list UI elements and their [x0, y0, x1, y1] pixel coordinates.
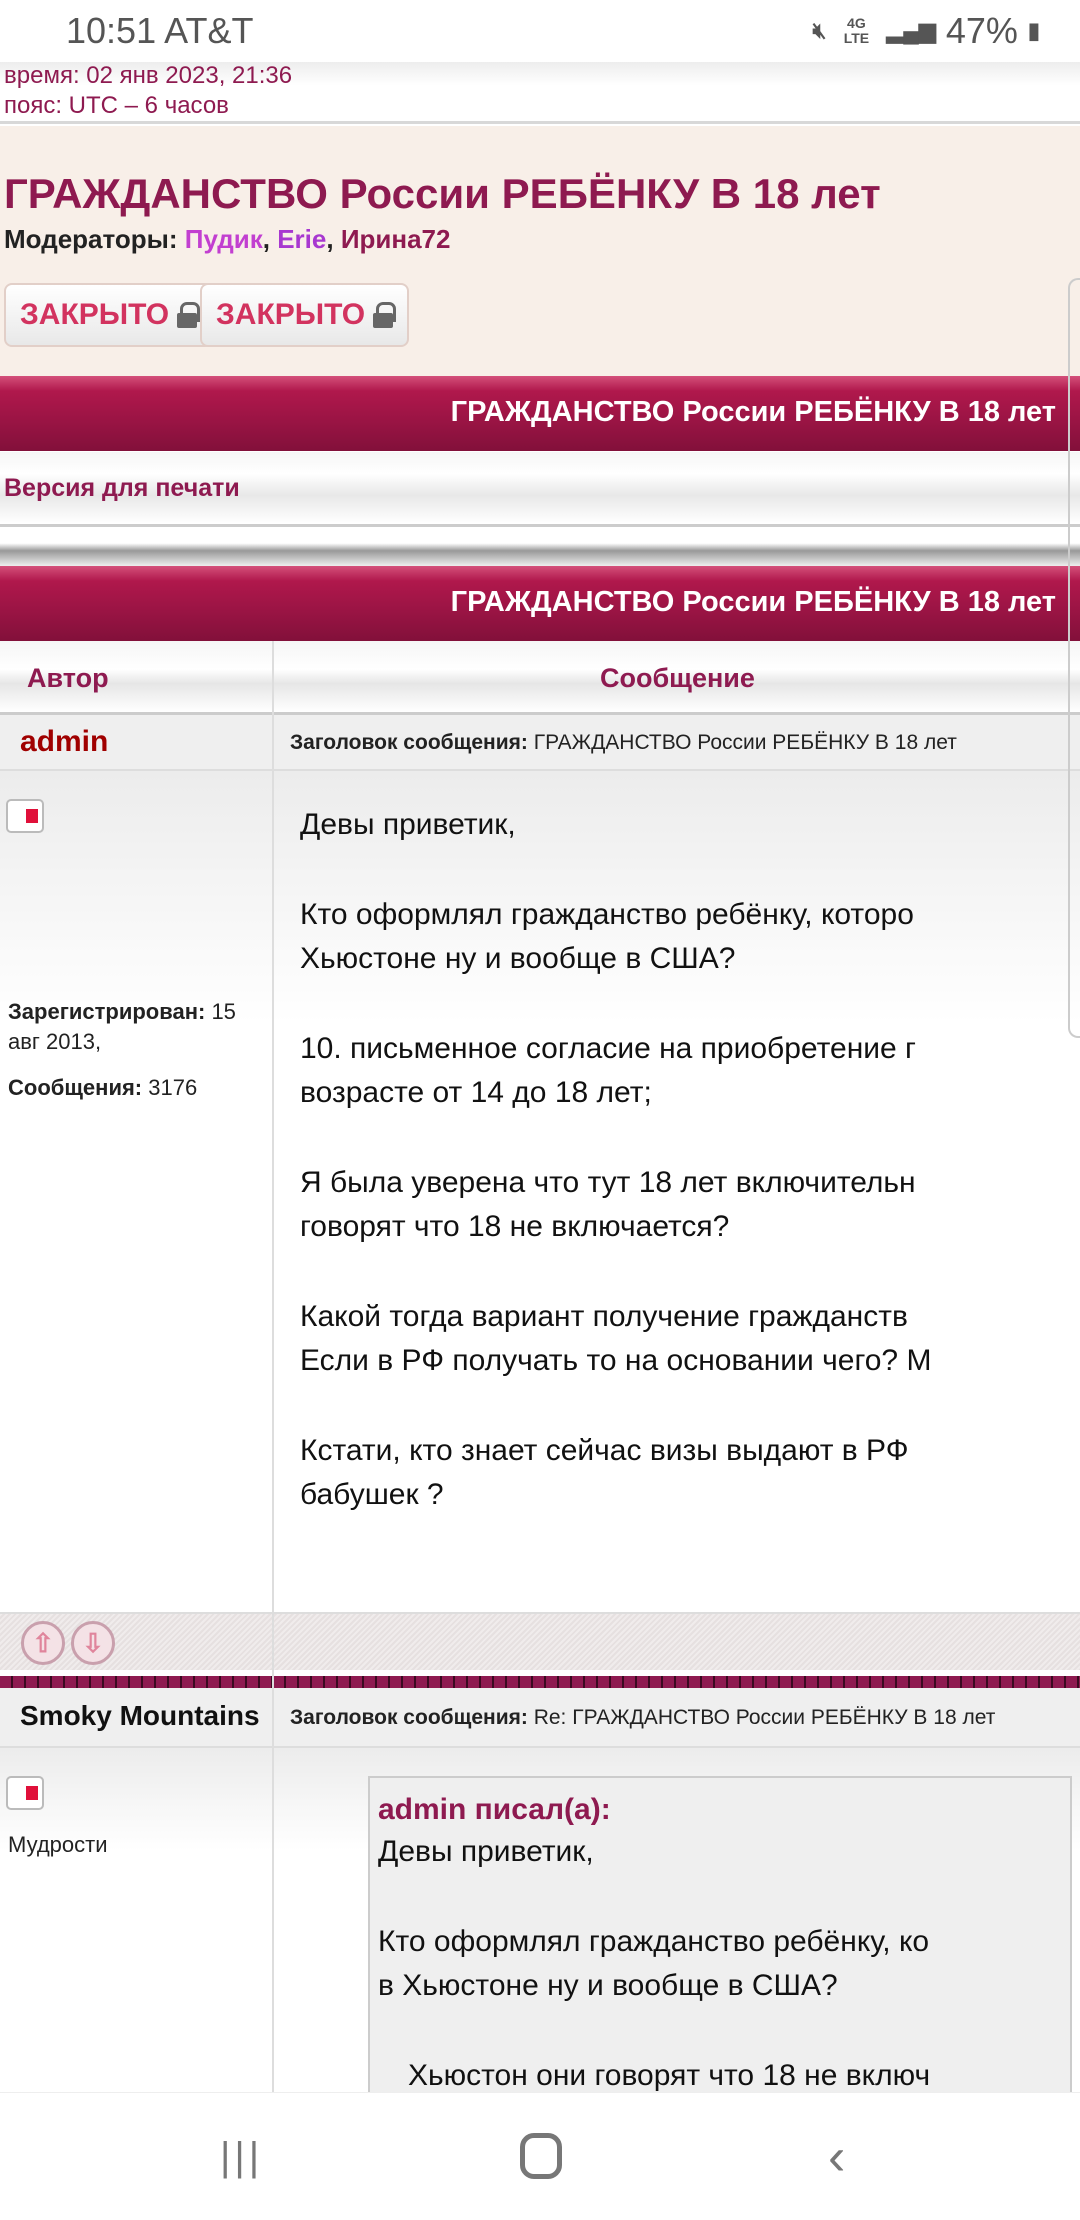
post-footer: ⇧ ⇩	[0, 1612, 1080, 1670]
message-line: Кстати, кто знает сейчас визы выдают в Р…	[300, 1434, 909, 1467]
reply-locked-button[interactable]: ЗАКРЫТО	[200, 283, 410, 347]
clock: 10:51	[66, 10, 157, 51]
battery-level: 47%	[945, 10, 1018, 51]
message-text: Девы приветик, Кто оформлял гражданство …	[300, 803, 1072, 1517]
timezone: пояс: UTC – 6 часов	[4, 92, 229, 119]
android-nav-bar: ||| ‹	[0, 2092, 1080, 2220]
message-line: бабушек ?	[300, 1478, 444, 1511]
registered-info: Зарегистрирован: 15 авг 2013,	[8, 997, 264, 1057]
message-line: Я была уверена что тут 18 лет включитель…	[300, 1166, 916, 1199]
table-header: Автор Сообщение	[0, 641, 1080, 715]
home-icon[interactable]	[520, 2133, 562, 2179]
post-subject: Заголовок сообщения: Re: ГРАЖДАНСТВО Рос…	[290, 1706, 1072, 1730]
subject-label: Заголовок сообщения:	[290, 1706, 528, 1729]
message-line: Хьюстоне ну и вообще в США?	[300, 942, 736, 975]
subject-text: ГРАЖДАНСТВО России РЕБЁНКУ В 18 лет	[533, 731, 957, 754]
subject-text: Re: ГРАЖДАНСТВО России РЕБЁНКУ В 18 лет	[533, 1706, 996, 1729]
author-column-header: Автор	[27, 663, 109, 693]
post-author[interactable]: admin	[20, 725, 109, 758]
column-divider	[272, 641, 274, 2092]
arrow-down-icon[interactable]: ⇩	[71, 1621, 115, 1665]
quote-line: Девы приветик,	[378, 1835, 594, 1868]
topic-locked-button[interactable]: ЗАКРЫТО	[4, 283, 214, 347]
post-separator	[0, 1676, 1080, 1688]
message-line: говорят что 18 не включается?	[300, 1210, 730, 1243]
moderator-link[interactable]: Erie	[277, 224, 327, 254]
mute-icon: 🔇︎	[812, 18, 827, 43]
message-line: 10. письменное согласие на приобретение …	[300, 1032, 916, 1065]
topic-header: ГРАЖДАНСТВО России РЕБЁНКУ В 18 лет Моде…	[0, 126, 1080, 376]
back-icon[interactable]: ‹	[828, 2128, 846, 2186]
topic-bar: ГРАЖДАНСТВО России РЕБЁНКУ В 18 лет	[0, 376, 1080, 451]
moderators-label: Модераторы:	[4, 224, 178, 254]
quote-author: admin писал(а):	[378, 1793, 611, 1826]
registered-date: 15 авг 2013,	[8, 999, 236, 1054]
message-line: возрасте от 14 до 18 лет;	[300, 1076, 652, 1109]
status-icons: 🔇︎ 4G LTE ▂▄▆ 47% ▮	[813, 10, 1040, 52]
posts-bar: ГРАЖДАНСТВО России РЕБЁНКУ В 18 лет	[0, 566, 1080, 641]
bar-title: ГРАЖДАНСТВО России РЕБЁНКУ В 18 лет	[450, 586, 1056, 618]
registered-label: Зарегистрирован:	[8, 999, 206, 1024]
divider	[0, 528, 1080, 566]
quote-block: admin писал(а): Девы приветик, Кто оформ…	[368, 1776, 1072, 2092]
post-subject: Заголовок сообщения: ГРАЖДАНСТВО России …	[290, 731, 1072, 755]
moderators: Модераторы: Пудик, Erie, Ирина72	[4, 224, 451, 254]
lte-icon: 4G LTE	[843, 15, 870, 46]
moderator-link[interactable]: Пудик	[184, 224, 263, 254]
lock-icon	[373, 302, 397, 328]
status-bar: 10:51 AT&T 🔇︎ 4G LTE ▂▄▆ 47% ▮	[0, 0, 1080, 62]
post-body: Зарегистрирован: 15 авг 2013, Сообщения:…	[0, 771, 1080, 1612]
battery-charging-icon: ▮	[1027, 18, 1040, 43]
carrier: AT&T	[164, 10, 254, 51]
post-header: admin Заголовок сообщения: ГРАЖДАНСТВО Р…	[0, 715, 1080, 771]
quote-line: Кто оформлял гражданство ребёнку, ко	[378, 1925, 930, 1958]
topic-title[interactable]: ГРАЖДАНСТВО России РЕБЁНКУ В 18 лет	[4, 170, 881, 217]
message-line: Девы приветик,	[300, 808, 516, 841]
print-version-link[interactable]: Версия для печати	[4, 474, 240, 502]
message-line: Кто оформлял гражданство ребёнку, которо	[300, 898, 914, 931]
recent-apps-icon[interactable]: |||	[220, 2135, 264, 2179]
user-rank: Мудрости	[8, 1832, 108, 1857]
button-label: ЗАКРЫТО	[216, 298, 366, 331]
post-header: Smoky Mountains Заголовок сообщения: Re:…	[0, 1688, 1080, 1748]
bar-title: ГРАЖДАНСТВО России РЕБЁНКУ В 18 лет	[450, 396, 1056, 428]
arrow-up-icon[interactable]: ⇧	[21, 1621, 65, 1665]
offline-status-icon	[6, 799, 44, 833]
message-line: Какой тогда вариант получение гражданств	[300, 1300, 908, 1333]
message-column-header: Сообщение	[600, 663, 755, 693]
current-time: время: 02 янв 2023, 21:36	[4, 62, 293, 89]
status-time: 10:51 AT&T	[66, 10, 253, 52]
quote-line: Хьюстон они говорят что 18 не включ	[408, 2059, 931, 2092]
moderator-link[interactable]: Ирина72	[340, 224, 451, 254]
side-panel-edge	[1068, 278, 1080, 1038]
post-author[interactable]: Smoky Mountains	[20, 1700, 260, 1731]
offline-status-icon	[6, 1776, 44, 1810]
lock-icon	[177, 302, 201, 328]
message-line: Если в РФ получать то на основании чего?…	[300, 1344, 932, 1377]
button-label: ЗАКРЫТО	[20, 298, 170, 331]
quote-line: в Хьюстоне ну и вообще в США?	[378, 1969, 838, 2002]
posts-label: Сообщения:	[8, 1075, 143, 1100]
subject-label: Заголовок сообщения:	[290, 731, 528, 754]
posts-count: 3176	[148, 1075, 198, 1100]
time-info: время: 02 янв 2023, 21:36 пояс: UTC – 6 …	[0, 62, 1080, 124]
signal-icon: ▂▄▆	[886, 18, 936, 43]
print-row: Версия для печати	[0, 452, 1080, 527]
posts-count-info: Сообщения: 3176	[8, 1073, 264, 1103]
